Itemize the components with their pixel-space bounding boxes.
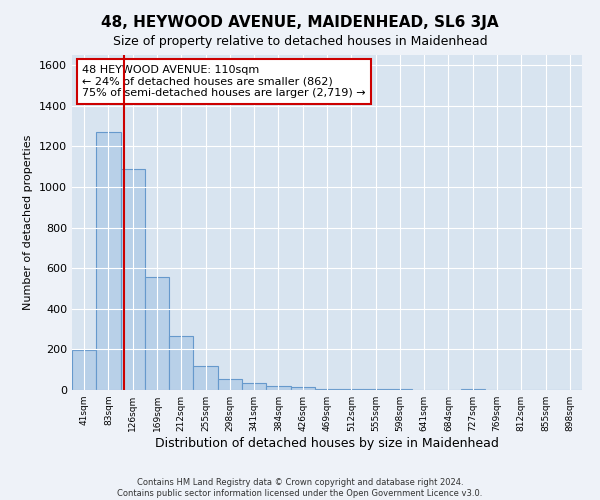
Text: 48 HEYWOOD AVENUE: 110sqm
← 24% of detached houses are smaller (862)
75% of semi: 48 HEYWOOD AVENUE: 110sqm ← 24% of detac… xyxy=(82,65,366,98)
Text: Size of property relative to detached houses in Maidenhead: Size of property relative to detached ho… xyxy=(113,35,487,48)
Bar xyxy=(218,379,242,390)
Bar xyxy=(388,389,412,390)
Bar xyxy=(169,336,193,390)
Bar xyxy=(290,387,315,390)
X-axis label: Distribution of detached houses by size in Maidenhead: Distribution of detached houses by size … xyxy=(155,437,499,450)
Bar xyxy=(315,389,339,390)
Bar xyxy=(72,350,96,390)
Text: 48, HEYWOOD AVENUE, MAIDENHEAD, SL6 3JA: 48, HEYWOOD AVENUE, MAIDENHEAD, SL6 3JA xyxy=(101,15,499,30)
Y-axis label: Number of detached properties: Number of detached properties xyxy=(23,135,34,310)
Bar xyxy=(193,366,218,390)
Text: Contains HM Land Registry data © Crown copyright and database right 2024.
Contai: Contains HM Land Registry data © Crown c… xyxy=(118,478,482,498)
Bar xyxy=(266,386,290,390)
Bar xyxy=(145,278,169,390)
Bar xyxy=(121,168,145,390)
Bar xyxy=(96,132,121,390)
Bar xyxy=(364,389,388,390)
Bar xyxy=(461,389,485,390)
Bar xyxy=(242,383,266,390)
Bar xyxy=(339,389,364,390)
